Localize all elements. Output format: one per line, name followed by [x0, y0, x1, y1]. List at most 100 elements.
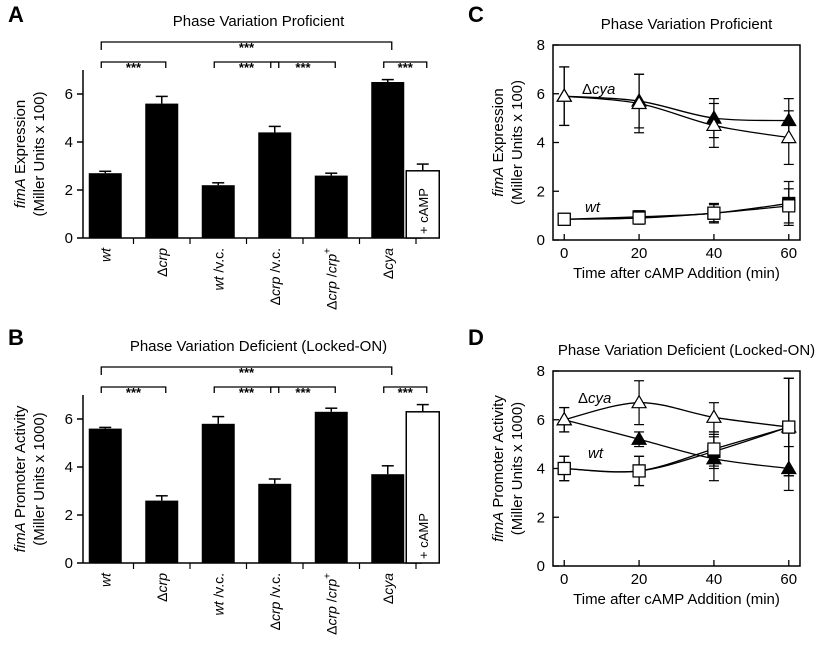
data-point-triangle	[631, 95, 648, 110]
svg-text:Δcrp /v.c.: Δcrp /v.c.	[267, 573, 283, 630]
data-point-triangle	[631, 394, 648, 409]
data-point-square	[707, 206, 721, 220]
bar-camp	[405, 170, 440, 239]
significance-bracket	[213, 61, 280, 68]
x-axis-label: Time after cAMP Addition (min)	[573, 265, 780, 282]
data-point-triangle	[780, 112, 797, 127]
panel-label: B	[8, 325, 24, 350]
panel-label: A	[8, 2, 24, 27]
panel-label: D	[468, 325, 484, 350]
x-tick-label: Δcrp /v.c.	[267, 248, 283, 305]
x-tick-label: Δcrp /v.c.	[267, 573, 283, 630]
x-tick-label: wt /v.c.	[210, 573, 226, 616]
svg-text:Δcya: Δcya	[380, 248, 396, 279]
x-tick-label: Δcrp /crp+	[322, 573, 339, 635]
camp-label-text: + cAMP	[416, 513, 431, 559]
significance-label: ***	[126, 60, 142, 75]
series-line	[564, 402, 789, 428]
bar	[88, 173, 122, 238]
series-annotation: wt	[585, 199, 601, 216]
y-tick-label: 6	[65, 86, 73, 103]
camp-label: + cAMP	[416, 513, 431, 559]
x-tick-label: 0	[560, 245, 568, 262]
x-tick-label: Δcya	[380, 248, 396, 279]
bar	[145, 103, 179, 238]
y-axis-label-line2: (Miller Units x 1000)	[31, 412, 48, 545]
y-tick-label: 6	[537, 86, 545, 103]
y-tick-label: 8	[537, 363, 545, 380]
y-axis-label-line1: fimA Promoter Activity	[490, 395, 507, 542]
series-line	[564, 426, 789, 473]
data-point-triangle	[705, 117, 722, 132]
panel-A: A Phase Variation Proficient 0 2 4 6 fimA Expr…	[8, 2, 440, 310]
significance-label: ***	[398, 385, 414, 400]
series-annotation: Δcya	[578, 390, 611, 407]
data-point-triangle	[780, 129, 797, 144]
chart-title: Phase Variation Deficient (Locked-ON)	[130, 338, 387, 355]
y-tick-label: 2	[537, 509, 545, 526]
significance-bracket	[383, 61, 428, 68]
significance-bracket	[100, 61, 167, 68]
significance-label: ***	[295, 385, 311, 400]
svg-text:Δcrp: Δcrp	[154, 248, 170, 277]
y-tick-label: 4	[537, 461, 545, 478]
svg-text:wt: wt	[97, 247, 113, 262]
y-tick-label: 4	[537, 135, 545, 152]
y-axis-label: fimA Promoter Activity (Miller Units x 10…	[12, 405, 48, 552]
chart-title: Phase Variation Proficient	[173, 13, 345, 30]
svg-text:Δcrp /crp+: Δcrp /crp+	[322, 248, 339, 310]
data-point-square	[632, 464, 646, 478]
data-point-triangle	[556, 411, 573, 426]
bar	[88, 428, 122, 563]
y-tick-label: 6	[65, 411, 73, 428]
significance-label: ***	[239, 60, 255, 75]
data-point-square	[557, 461, 571, 476]
svg-text:wt: wt	[97, 572, 113, 587]
chart-title: Phase Variation Proficient	[601, 16, 773, 33]
bar	[314, 175, 348, 238]
significance-bracket	[270, 386, 336, 393]
x-tick-label: 40	[706, 571, 723, 588]
data-point-square	[782, 420, 796, 434]
significance-label: ***	[239, 385, 255, 400]
svg-text:Δcrp /crp+: Δcrp /crp+	[322, 573, 339, 635]
x-tick-label: 40	[706, 245, 723, 262]
x-tick-label: 60	[780, 571, 797, 588]
x-tick-label: 0	[560, 571, 568, 588]
series-line	[564, 205, 789, 220]
series-annotation: Δcya	[582, 81, 615, 98]
x-tick-label: 60	[780, 245, 797, 262]
bar	[258, 483, 292, 563]
y-axis-label: fimA Promoter Activity (Miller Units x 10…	[490, 395, 526, 542]
data-point-triangle	[705, 409, 722, 423]
y-tick-label: 6	[537, 412, 545, 429]
y-tick-label: 2	[65, 507, 73, 524]
data-point-square	[632, 211, 646, 225]
x-tick-label: Δcrp /crp+	[322, 248, 339, 310]
y-tick-label: 2	[65, 182, 73, 199]
camp-label-text: + cAMP	[416, 188, 431, 234]
data-point-square	[557, 212, 571, 226]
panel-D: D Phase Variation Deficient (Locked-ON) 0 2…	[468, 325, 815, 608]
y-axis-label-line2: (Miller Units x 1000)	[509, 402, 526, 535]
x-tick-label: Δcrp	[154, 248, 170, 277]
significance-label: ***	[126, 385, 142, 400]
y-tick-label: 0	[65, 230, 73, 247]
y-axis-label-line1: fimA Expression	[490, 88, 507, 196]
significance-bracket	[213, 386, 280, 393]
significance-label: ***	[239, 40, 255, 55]
y-tick-label: 0	[537, 232, 545, 249]
bar	[371, 82, 405, 238]
y-tick-label: 0	[65, 555, 73, 572]
y-axis-label-line1: fimA Expression	[12, 100, 29, 208]
y-tick-label: 0	[537, 558, 545, 575]
y-tick-label: 8	[537, 37, 545, 54]
series-annotation: wt	[588, 445, 604, 462]
data-point-triangle	[780, 460, 797, 475]
significance-bracket	[100, 386, 167, 393]
significance-bracket	[270, 61, 336, 68]
y-axis-label-line2: (Miller Units x 100)	[509, 80, 526, 205]
significance-bracket	[383, 386, 428, 393]
series-line	[564, 419, 789, 470]
